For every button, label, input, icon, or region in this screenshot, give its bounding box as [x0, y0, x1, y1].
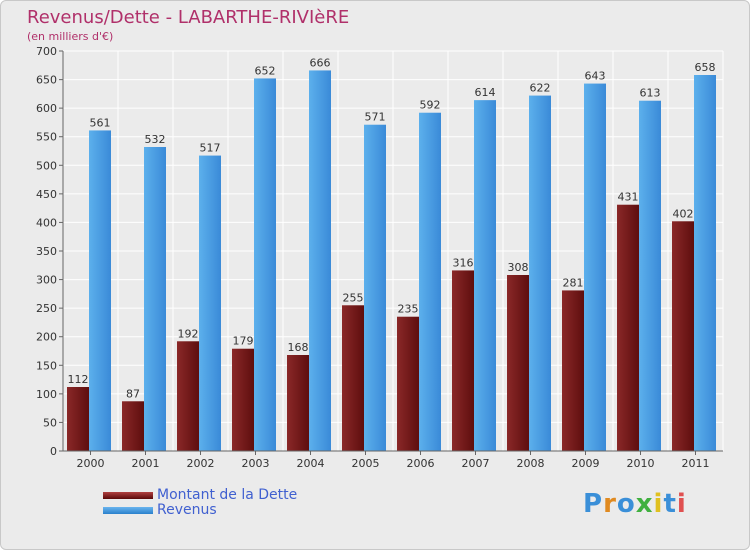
y-tick-label: 0	[50, 445, 57, 458]
data-label-revenus: 517	[200, 142, 221, 155]
logo-letter: i	[653, 489, 664, 519]
data-labels: 112 561 87 532 192 517 179 652 168 666 255 571 235 59…	[68, 56, 716, 400]
y-tick-label: 150	[36, 359, 57, 372]
logo-letter: t	[663, 489, 677, 519]
bar-dette-2009	[562, 290, 584, 451]
bar-revenus-2002	[199, 155, 221, 452]
y-tick-label: 50	[43, 416, 57, 429]
data-label-revenus: 592	[420, 99, 441, 112]
data-label-dette: 431	[618, 191, 639, 204]
data-label-revenus: 614	[475, 86, 496, 99]
x-tick-label: 2010	[627, 457, 655, 470]
data-label-dette: 308	[508, 261, 529, 274]
bar-revenus-2000	[89, 130, 111, 451]
y-tick-label: 450	[36, 188, 57, 201]
y-tick-label: 400	[36, 216, 57, 229]
bar-dette-2007	[452, 270, 474, 451]
bar-revenus-2011	[694, 75, 716, 451]
y-tick-label: 100	[36, 388, 57, 401]
x-tick-label: 2009	[572, 457, 600, 470]
bar-revenus-2006	[419, 112, 441, 451]
logo-letter: r	[603, 489, 617, 519]
x-tick-label: 2000	[77, 457, 105, 470]
data-label-revenus: 666	[310, 56, 331, 69]
bar-revenus-2008	[529, 95, 551, 452]
bar-dette-2004	[287, 355, 309, 451]
data-label-revenus: 658	[695, 61, 716, 74]
y-tick-label: 500	[36, 159, 57, 172]
legend-label-dette: Montant de la Dette	[157, 487, 298, 503]
bar-revenus-2005	[364, 124, 386, 451]
bar-dette-2002	[177, 341, 199, 451]
bar-revenus-2004	[309, 70, 331, 451]
y-tick-label: 250	[36, 302, 57, 315]
data-label-dette: 235	[398, 303, 419, 316]
logo-letter: i	[676, 489, 687, 519]
chart-title: Revenus/Dette - LABARTHE-RIVIèRE	[27, 7, 350, 28]
y-tick-label: 200	[36, 331, 57, 344]
bar-dette-2001	[122, 401, 144, 451]
data-label-revenus: 532	[145, 133, 166, 146]
data-label-revenus: 561	[90, 116, 111, 129]
y-tick-label: 700	[36, 45, 57, 58]
bar-dette-2005	[342, 305, 364, 451]
x-tick-label: 2011	[682, 457, 710, 470]
bar-revenus-2010	[639, 100, 661, 451]
data-label-dette: 192	[178, 327, 199, 340]
x-tick-label: 2007	[462, 457, 490, 470]
bar-dette-2010	[617, 204, 639, 451]
data-label-revenus: 613	[640, 87, 661, 100]
data-label-revenus: 622	[530, 82, 551, 95]
bar-revenus-2001	[144, 147, 166, 451]
data-label-dette: 179	[233, 335, 254, 348]
x-tick-label: 2002	[187, 457, 215, 470]
data-label-dette: 87	[126, 387, 140, 400]
data-label-dette: 281	[563, 276, 584, 289]
data-label-dette: 255	[343, 291, 364, 304]
proxiti-logo: Proxiti	[583, 489, 687, 519]
y-tick-label: 600	[36, 102, 57, 115]
legend-swatch-dette	[103, 491, 153, 499]
x-tick-label: 2003	[242, 457, 270, 470]
bar-dette-2000	[67, 387, 89, 451]
data-label-dette: 316	[453, 256, 474, 269]
data-label-revenus: 652	[255, 64, 276, 77]
y-tick-label: 350	[36, 245, 57, 258]
legend-label-revenus: Revenus	[157, 502, 217, 518]
logo-letter: o	[616, 489, 636, 519]
y-tick-label: 650	[36, 74, 57, 87]
y-tick-label: 300	[36, 274, 57, 287]
bar-dette-2003	[232, 348, 254, 451]
data-label-dette: 112	[68, 373, 89, 386]
x-tick-label: 2008	[517, 457, 545, 470]
data-label-revenus: 571	[365, 111, 386, 124]
data-label-dette: 168	[288, 341, 309, 354]
bar-revenus-2007	[474, 100, 496, 452]
logo-letter: x	[635, 489, 654, 519]
x-tick-label: 2006	[407, 457, 435, 470]
x-tick-label: 2004	[297, 457, 325, 470]
chart-subtitle: (en milliers d'€)	[27, 30, 114, 43]
bar-dette-2008	[507, 275, 529, 451]
y-tick-label: 550	[36, 131, 57, 144]
data-label-revenus: 643	[585, 70, 606, 83]
bar-revenus-2009	[584, 83, 606, 452]
x-tick-label: 2001	[132, 457, 160, 470]
bar-dette-2011	[672, 221, 694, 451]
logo-letter: P	[583, 489, 604, 519]
x-tick-label: 2005	[352, 457, 380, 470]
bar-revenus-2003	[254, 78, 276, 451]
bar-dette-2006	[397, 316, 419, 451]
bars	[67, 70, 716, 452]
grid-lines	[62, 50, 724, 452]
legend-item-dette: Montant de la Dette	[103, 488, 297, 502]
axes: 0 50 100 150 200 250 300 350 400 450 500 550 600 650 7…	[36, 45, 723, 470]
legend-item-revenus: Revenus	[103, 503, 217, 517]
legend-swatch-revenus	[103, 506, 153, 514]
data-label-dette: 402	[673, 207, 694, 220]
